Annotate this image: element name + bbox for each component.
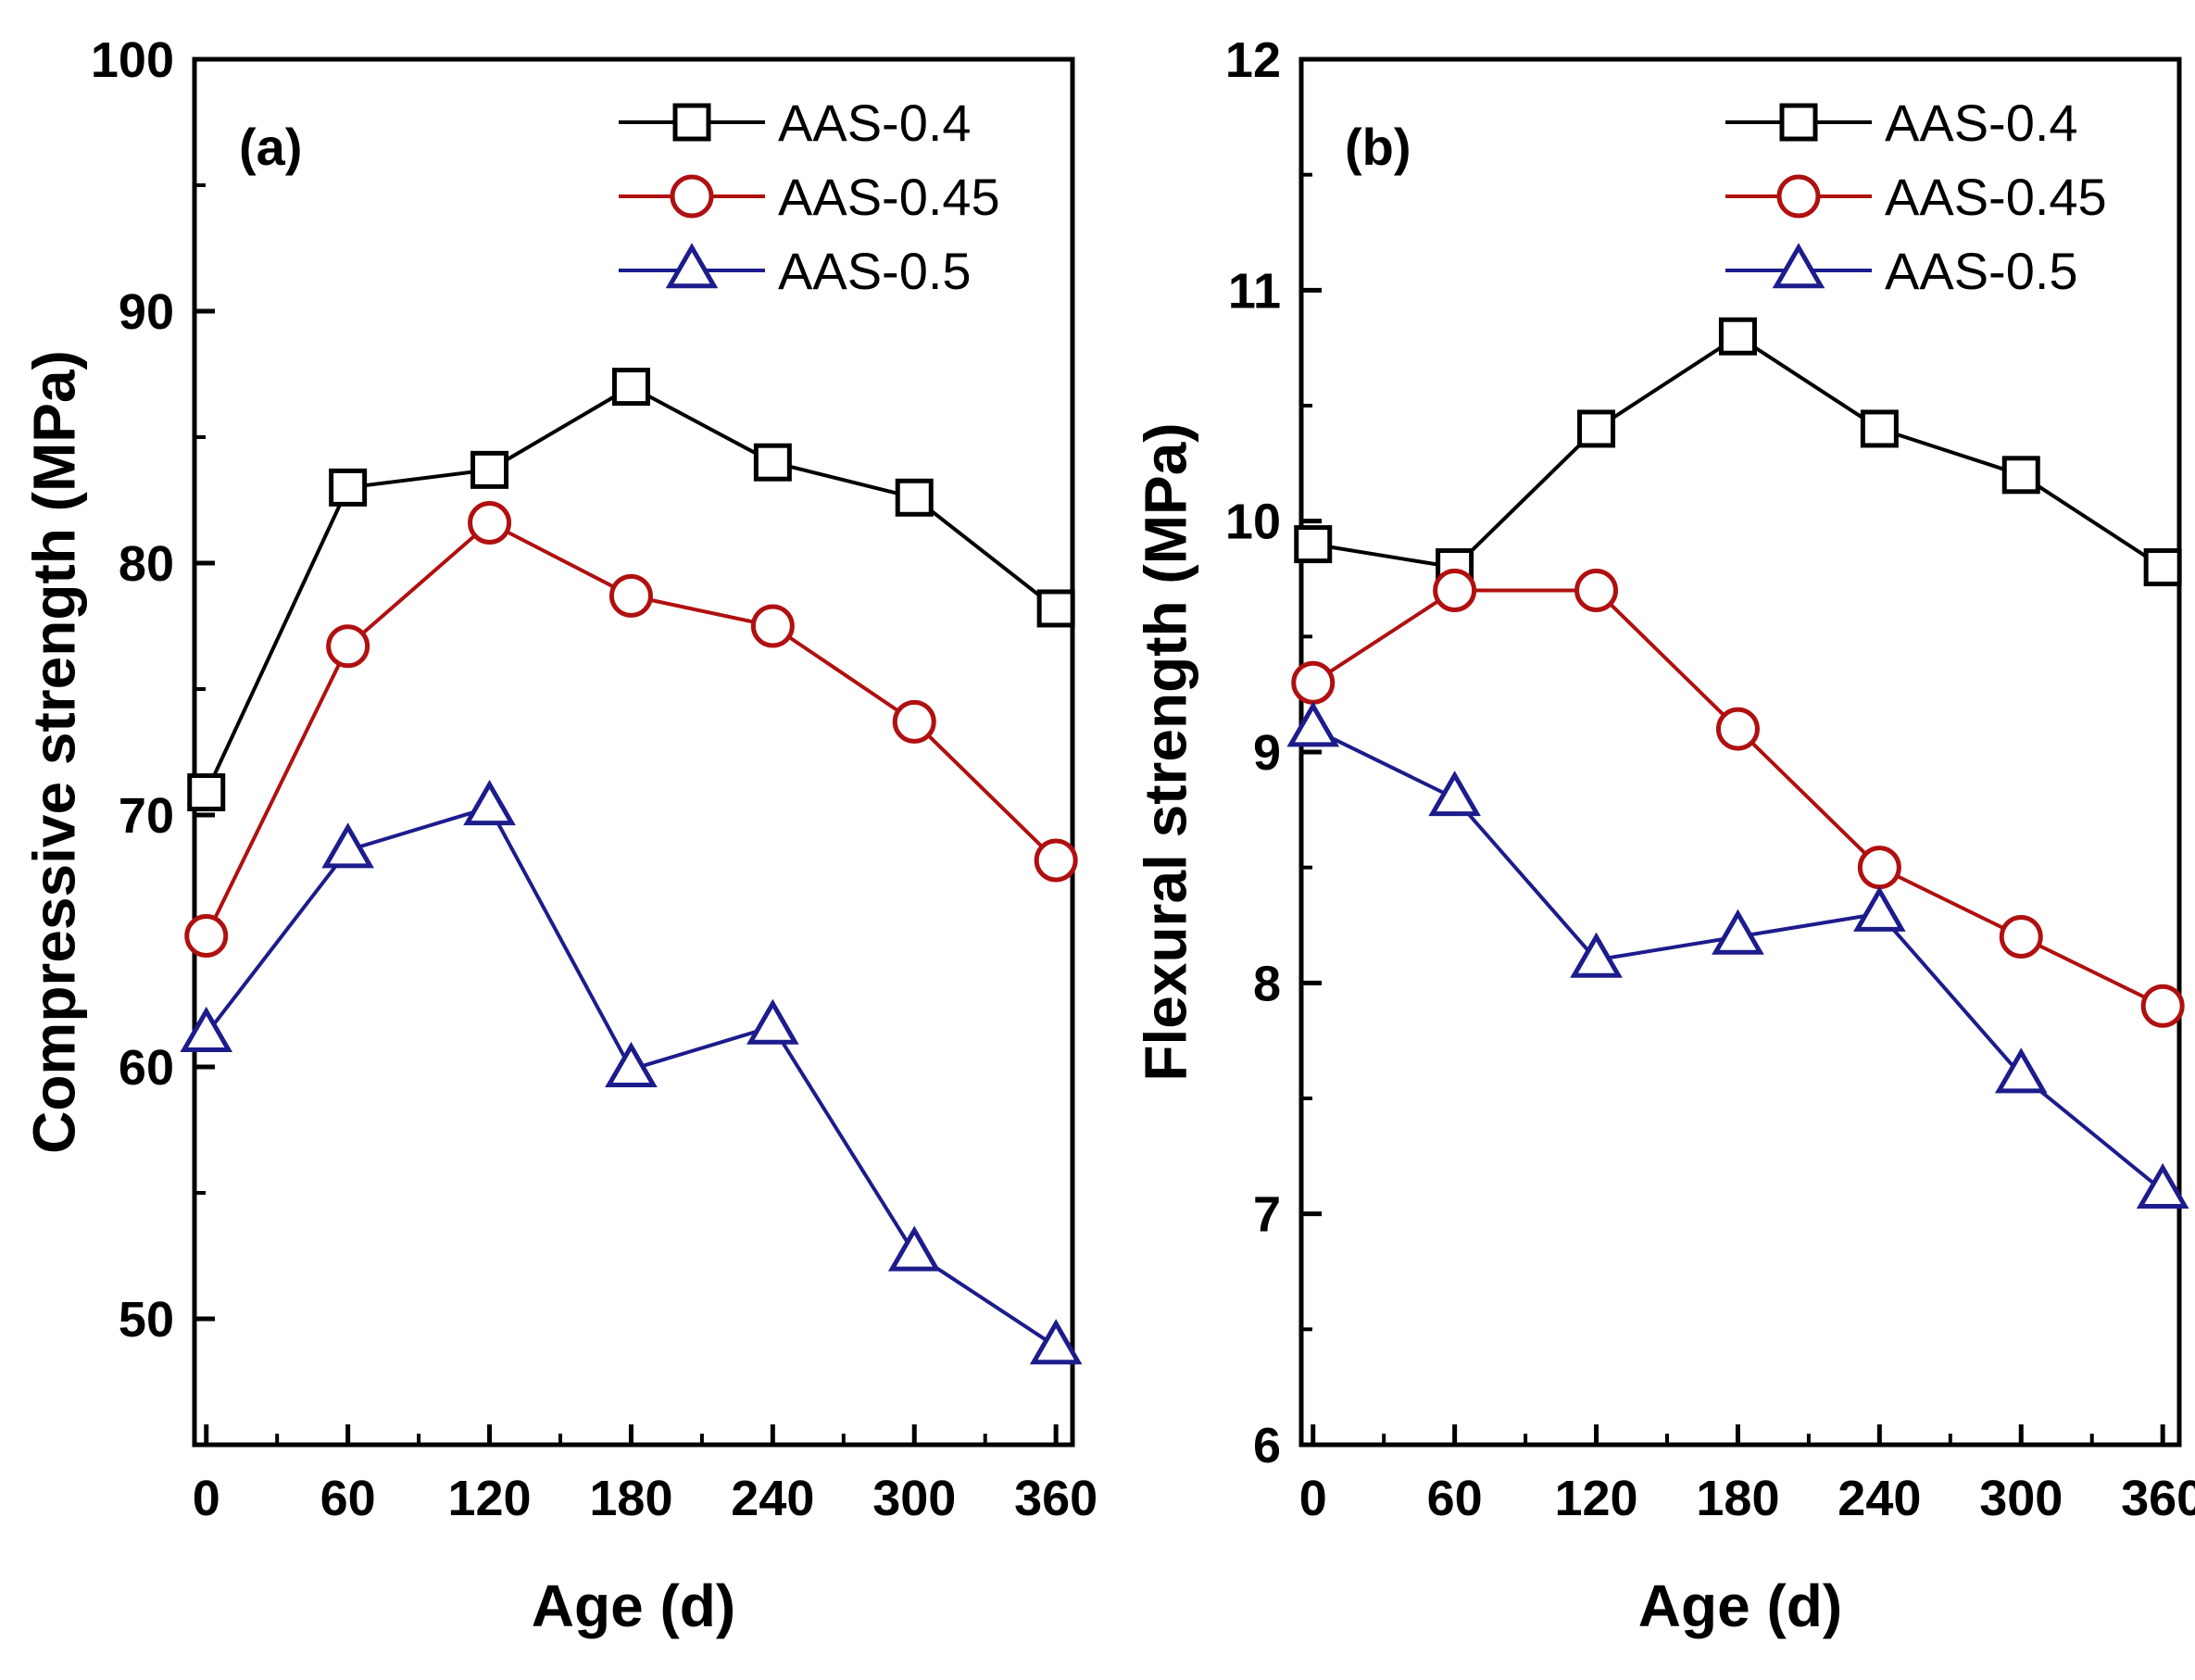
data-point-aas-0.45 — [1574, 568, 1619, 612]
x-axis-title: Age (d) — [1638, 1573, 1842, 1639]
y-tick-label: 70 — [119, 788, 174, 844]
panel-label: (a) — [239, 118, 302, 176]
x-tick-label: 300 — [872, 1471, 956, 1526]
legend-label: AAS-0.45 — [1885, 168, 2107, 226]
data-point-aas-0.4 — [1294, 525, 1333, 564]
data-point-aas-0.5 — [180, 1006, 233, 1052]
data-point-aas-0.5 — [1853, 885, 1906, 932]
x-tick-label: 120 — [1554, 1471, 1637, 1526]
y-tick-label: 12 — [1225, 32, 1281, 88]
data-point-aas-0.4 — [2001, 456, 2040, 495]
y-tick-label: 11 — [1228, 263, 1281, 319]
data-point-aas-0.45 — [892, 699, 936, 744]
data-point-aas-0.4 — [1577, 409, 1616, 448]
y-tick-label: 50 — [119, 1292, 174, 1348]
data-point-aas-0.4 — [470, 450, 509, 489]
data-point-aas-0.5 — [887, 1225, 941, 1272]
legend-label: AAS-0.4 — [1885, 94, 2078, 152]
data-point-aas-0.4 — [329, 468, 368, 507]
data-point-aas-0.5 — [1712, 909, 1764, 955]
y-tick-label: 90 — [119, 284, 174, 340]
data-point-aas-0.4 — [611, 368, 650, 407]
panel-a-compressive-chart: 50 60 70 80 90 100 0 60 120 180 240 300 360 Age (d) Co… — [20, 32, 1098, 1639]
x-tick-label: 60 — [320, 1471, 376, 1526]
data-point-aas-0.45 — [608, 573, 653, 618]
data-point-aas-0.5 — [746, 998, 799, 1045]
data-point-aas-0.4 — [753, 443, 792, 482]
data-point-aas-0.4 — [2143, 548, 2182, 587]
x-tick-label: 240 — [731, 1471, 814, 1526]
data-point-aas-0.5 — [1286, 701, 1340, 747]
data-point-aas-0.5 — [605, 1041, 658, 1088]
data-point-aas-0.45 — [1034, 838, 1078, 883]
data-point-aas-0.45 — [750, 604, 795, 648]
x-axis-title: Age (d) — [532, 1573, 735, 1639]
x-tick-label: 180 — [1696, 1471, 1779, 1526]
data-point-aas-0.5 — [1570, 932, 1623, 978]
legend-marker — [665, 243, 719, 289]
y-tick-label: 8 — [1253, 956, 1281, 1011]
x-tick-label: 60 — [1427, 1471, 1483, 1526]
x-tick-label: 360 — [1014, 1471, 1098, 1526]
legend-marker — [1772, 243, 1825, 289]
legend-label: AAS-0.5 — [1885, 242, 2078, 300]
data-point-aas-0.45 — [468, 500, 512, 545]
data-point-aas-0.45 — [1857, 846, 1901, 890]
data-point-aas-0.45 — [1291, 660, 1336, 705]
legend-label: AAS-0.5 — [778, 242, 972, 300]
data-point-aas-0.45 — [1999, 914, 2043, 959]
data-point-aas-0.45 — [2140, 984, 2185, 1028]
data-point-aas-0.45 — [1715, 707, 1760, 751]
legend-label: AAS-0.45 — [778, 168, 1000, 226]
y-tick-label: 60 — [119, 1040, 174, 1096]
plot-frame — [192, 56, 1075, 1448]
x-tick-label: 120 — [447, 1471, 531, 1526]
data-point-aas-0.45 — [1433, 568, 1477, 612]
x-tick-label: 300 — [1979, 1471, 2063, 1526]
data-point-aas-0.5 — [321, 822, 374, 869]
y-tick-label: 9 — [1253, 725, 1281, 781]
legend-marker — [670, 174, 714, 219]
y-tick-label: 7 — [1253, 1187, 1281, 1243]
data-point-aas-0.4 — [1860, 409, 1899, 448]
data-point-aas-0.4 — [895, 478, 934, 517]
x-tick-label: 360 — [2121, 1471, 2195, 1526]
x-tick-label: 0 — [1299, 1471, 1327, 1526]
x-tick-label: 240 — [1838, 1471, 1921, 1526]
legend-marker — [1776, 174, 1821, 219]
legend-marker — [672, 103, 711, 142]
y-axis-title: Compressive strength (MPa) — [20, 350, 87, 1154]
y-axis-title: Flexural strength (MPa) — [1132, 422, 1198, 1081]
legend-label: AAS-0.4 — [778, 94, 972, 152]
data-point-aas-0.4 — [1036, 589, 1075, 628]
x-tick-label: 0 — [193, 1471, 220, 1526]
data-point-aas-0.5 — [1994, 1047, 2048, 1094]
y-tick-label: 10 — [1225, 495, 1281, 550]
x-tick-label: 180 — [589, 1471, 672, 1526]
legend-marker — [1779, 103, 1818, 142]
panel-label: (b) — [1345, 118, 1411, 176]
data-point-aas-0.5 — [2136, 1162, 2189, 1210]
data-point-aas-0.4 — [187, 773, 226, 812]
data-point-aas-0.5 — [463, 780, 516, 826]
data-point-aas-0.5 — [1029, 1319, 1083, 1365]
y-tick-label: 80 — [119, 536, 174, 592]
y-tick-label: 100 — [91, 32, 174, 88]
data-point-aas-0.4 — [1718, 317, 1757, 356]
y-tick-label: 6 — [1253, 1418, 1281, 1473]
data-point-aas-0.45 — [184, 914, 229, 959]
data-point-aas-0.5 — [1428, 771, 1481, 817]
data-point-aas-0.45 — [326, 624, 370, 669]
